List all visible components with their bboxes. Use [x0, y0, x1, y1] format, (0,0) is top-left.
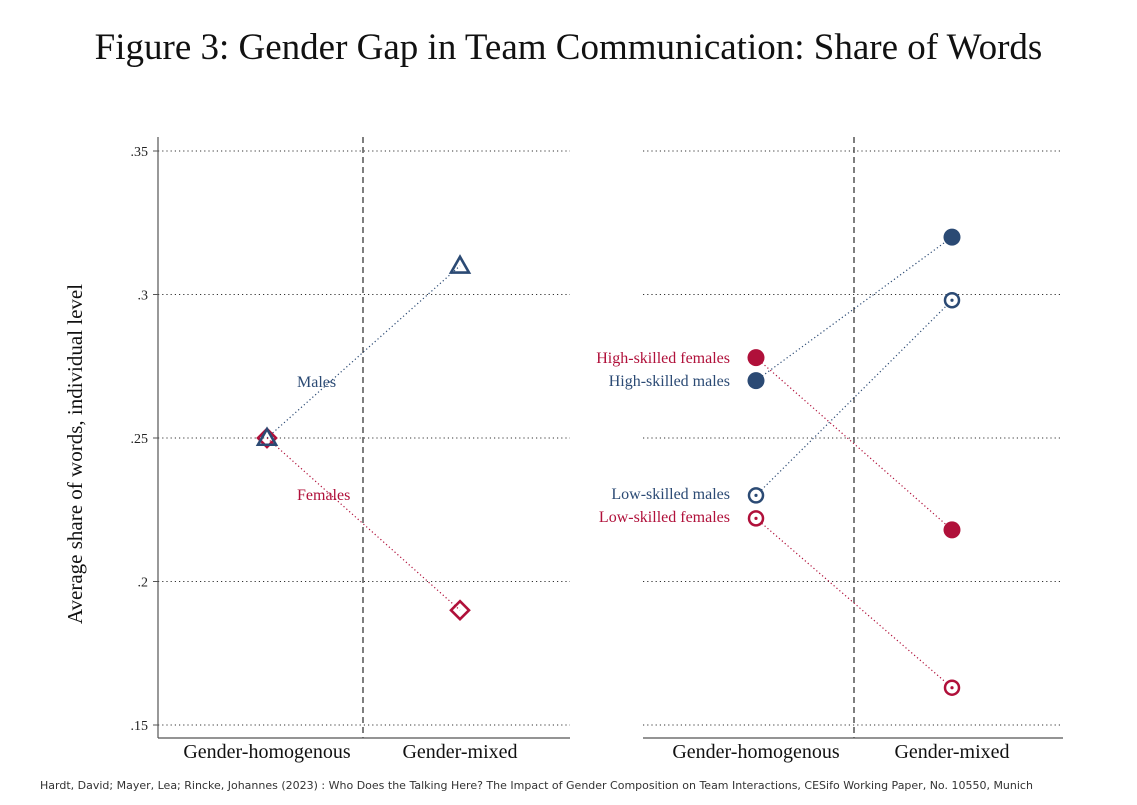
marker-males-gender-mixed — [448, 254, 472, 274]
x-category-label-gender-mixed: Gender-mixed — [894, 741, 1009, 763]
marker-low-skilled-females-gender-homogenous-dot — [754, 516, 758, 520]
marker-females-gender-homogenous — [256, 427, 278, 449]
series-label-high-skilled-males: High-skilled males — [609, 373, 730, 390]
y-tick-label: .2 — [138, 576, 149, 591]
series-line-males — [266, 265, 461, 439]
series-label-males: Males — [297, 374, 336, 391]
x-category-label-gender-mixed: Gender-mixed — [402, 741, 517, 763]
left-panel: .15 .2 .25 .3 .35 Gender-homogenous Gender-mix… — [131, 137, 570, 763]
y-axis-label: Average share of words, individual level — [63, 284, 87, 624]
series-line-low-skilled-females — [755, 517, 953, 689]
y-tick-label: .25 — [131, 432, 149, 447]
marker-high-skilled-females-gender-homogenous — [747, 349, 765, 367]
y-tick-label: .15 — [131, 719, 149, 734]
series-line-high-skilled-males — [755, 236, 953, 382]
marker-low-skilled-males-gender-homogenous-dot — [754, 493, 758, 497]
x-category-label-gender-homogenous: Gender-homogenous — [672, 741, 840, 763]
marker-low-skilled-females-gender-mixed-dot — [950, 686, 954, 690]
source-note: Hardt, David; Mayer, Lea; Rincke, Johann… — [40, 779, 1033, 792]
marker-males-gender-homogenous — [255, 426, 279, 447]
marker-high-skilled-males-gender-homogenous — [747, 372, 765, 390]
marker-females-gender-mixed — [449, 599, 471, 622]
marker-high-skilled-males-gender-mixed — [943, 228, 961, 246]
y-tick-label: .3 — [138, 289, 149, 304]
series-label-low-skilled-males: Low-skilled males — [611, 486, 730, 503]
marker-low-skilled-males-gender-mixed-dot — [950, 298, 954, 302]
x-category-label-gender-homogenous: Gender-homogenous — [183, 741, 351, 763]
figure-title: Figure 3: Gender Gap in Team Communicati… — [94, 27, 1043, 68]
series-line-females — [266, 437, 461, 611]
y-tick-label: .35 — [131, 145, 149, 160]
series-label-females: Females — [297, 487, 350, 504]
series-label-low-skilled-females: Low-skilled females — [599, 509, 730, 526]
series-label-high-skilled-females: High-skilled females — [596, 350, 730, 367]
marker-high-skilled-females-gender-mixed — [943, 521, 961, 539]
series-line-low-skilled-males — [755, 299, 953, 496]
right-panel: Gender-homogenous Gender-mixed High-skille… — [596, 137, 1063, 763]
series-line-high-skilled-females — [755, 357, 953, 531]
